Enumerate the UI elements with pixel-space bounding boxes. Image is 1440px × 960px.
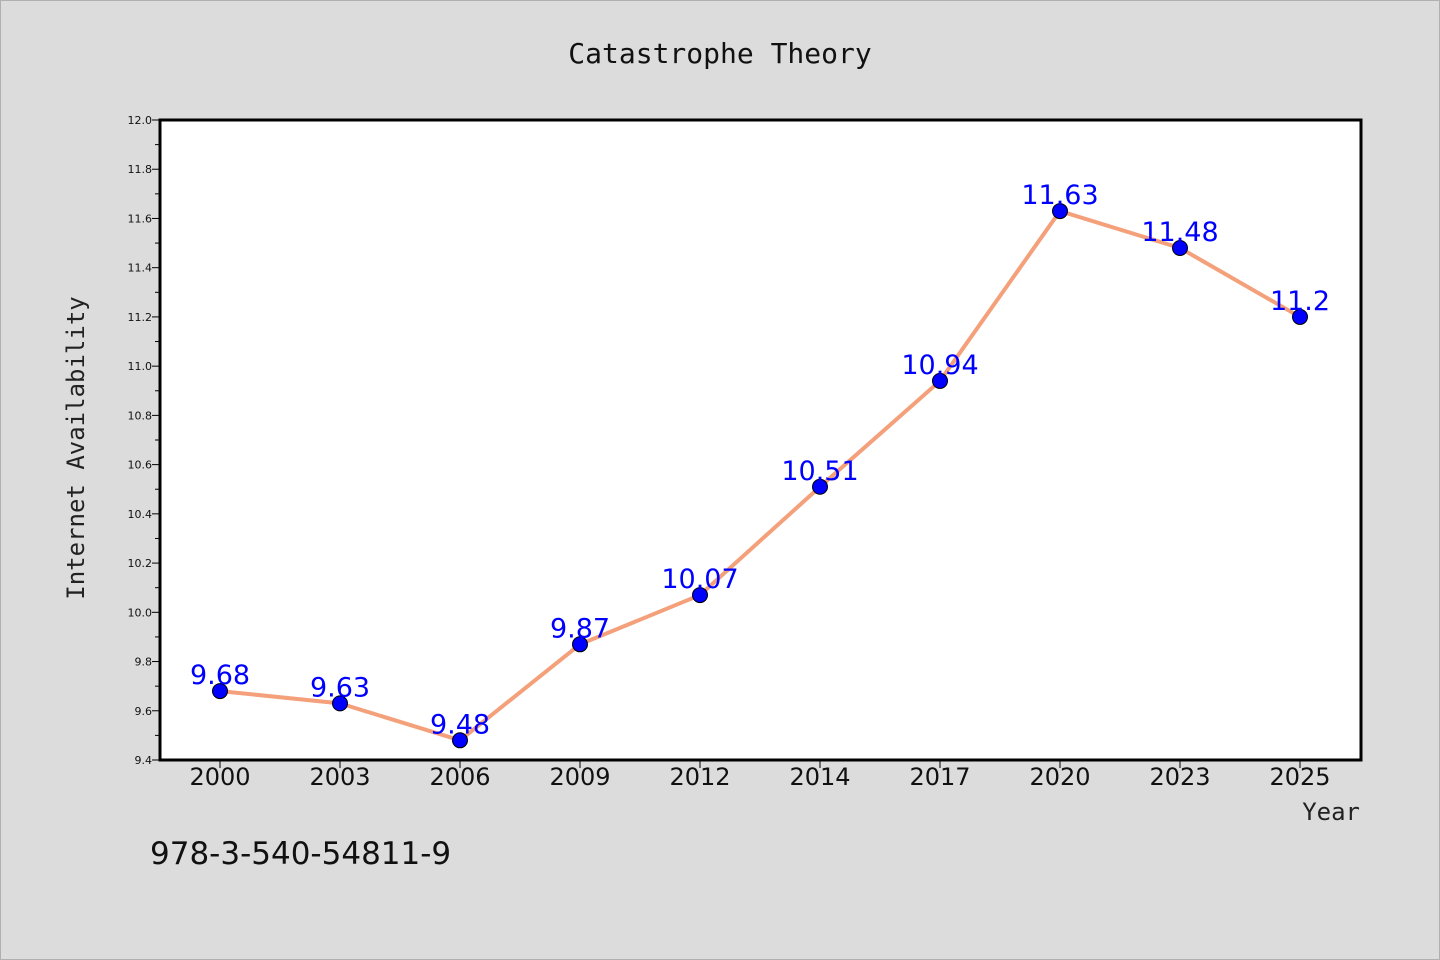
data-point bbox=[1172, 240, 1188, 256]
data-label: 10.94 bbox=[901, 350, 978, 381]
data-label: 9.48 bbox=[430, 709, 490, 740]
y-tick-label: 12.0 bbox=[128, 114, 153, 127]
data-label: 9.63 bbox=[310, 672, 370, 703]
data-label: 9.87 bbox=[550, 613, 610, 644]
x-tick-label: 2023 bbox=[1149, 763, 1210, 791]
x-tick-label: 2014 bbox=[789, 763, 850, 791]
y-tick-label: 11.0 bbox=[128, 360, 153, 373]
y-tick-label: 9.8 bbox=[135, 656, 153, 669]
x-tick-label: 2025 bbox=[1269, 763, 1330, 791]
y-tick-label: 11.6 bbox=[128, 212, 153, 225]
x-axis-label: Year bbox=[1302, 798, 1360, 826]
plot-area bbox=[158, 118, 1363, 762]
y-tick-label: 10.2 bbox=[128, 557, 153, 570]
y-tick-label: 9.6 bbox=[135, 705, 153, 718]
x-tick-label: 2009 bbox=[549, 763, 610, 791]
data-point bbox=[932, 372, 948, 389]
y-tick-label: 11.8 bbox=[128, 163, 153, 176]
isbn-annotation: 978-3-540-54811-9 bbox=[150, 836, 451, 872]
x-tick-label: 2020 bbox=[1029, 763, 1090, 791]
x-tick-label: 2012 bbox=[669, 763, 730, 791]
y-tick-label: 11.2 bbox=[128, 311, 153, 324]
y-tick-label: 10.6 bbox=[128, 459, 153, 472]
data-label: 10.51 bbox=[781, 456, 858, 487]
data-point bbox=[212, 683, 228, 700]
x-tick-label: 2000 bbox=[189, 763, 250, 791]
x-tick-label: 2017 bbox=[909, 763, 970, 791]
y-tick-label: 10.8 bbox=[128, 409, 153, 422]
y-tick-label: 10.0 bbox=[128, 606, 153, 619]
data-point bbox=[332, 695, 348, 712]
series-layer: 9.68 9.63 9.48 9.87 10.07 10.51 10.94 11.63 11.4… bbox=[190, 180, 1330, 749]
data-point bbox=[812, 478, 828, 495]
y-tick-label: 11.4 bbox=[128, 262, 153, 275]
data-label: 11.48 bbox=[1141, 217, 1218, 248]
data-label: 11.2 bbox=[1270, 286, 1330, 317]
data-point bbox=[692, 587, 708, 604]
chart-title: Catastrophe Theory bbox=[568, 37, 871, 70]
series-line bbox=[219, 209, 1301, 743]
y-tick-label: 9.4 bbox=[135, 754, 153, 767]
data-point bbox=[1052, 203, 1068, 220]
y-axis-ticks: 9.4 9.6 9.8 10.0 10.2 10.4 10.6 10.8 11.0 11.2 11.… bbox=[128, 114, 160, 767]
y-tick-label: 10.4 bbox=[128, 508, 153, 521]
x-axis-ticks: 2000 2003 2006 2009 2012 2014 2017 2020 2023 2025 bbox=[189, 760, 1331, 791]
data-point bbox=[1292, 308, 1308, 325]
y-axis-label: Internet Availability bbox=[62, 296, 90, 599]
x-tick-label: 2006 bbox=[429, 763, 490, 791]
data-label: 11.63 bbox=[1021, 180, 1098, 211]
x-tick-label: 2003 bbox=[309, 763, 370, 791]
data-label: 9.68 bbox=[190, 660, 250, 691]
data-point bbox=[572, 636, 588, 653]
data-label: 10.07 bbox=[661, 564, 738, 595]
data-point bbox=[452, 732, 468, 749]
